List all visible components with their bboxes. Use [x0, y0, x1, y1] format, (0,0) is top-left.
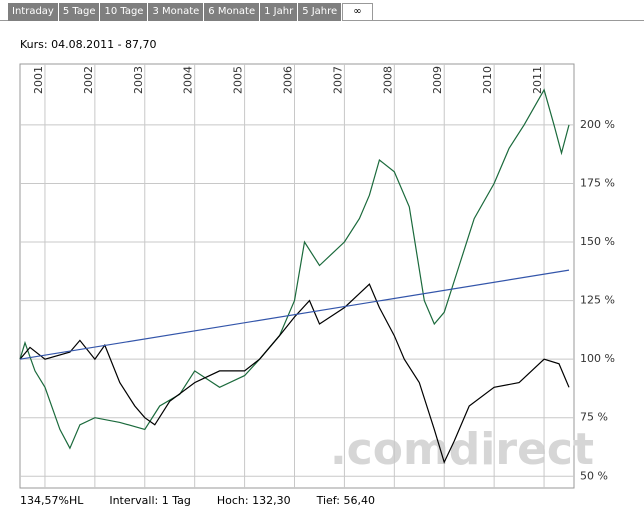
footer-item: Hoch: 132,30	[216, 494, 291, 507]
tab[interactable]: 10 Tage	[100, 3, 149, 21]
footer-item: Intervall: 1 Tag	[109, 494, 191, 507]
series-line	[19, 269, 570, 360]
tab[interactable]: 1 Jahr	[260, 3, 299, 21]
tab[interactable]: 5 Tage	[58, 3, 101, 21]
series-line	[19, 283, 570, 464]
x-tick-label: 2007	[331, 66, 344, 94]
tab[interactable]: ∞	[342, 3, 373, 20]
y-tick-label: 125 %	[580, 294, 615, 307]
y-tick-label: 75 %	[580, 411, 608, 424]
x-tick-label: 2010	[481, 66, 494, 94]
x-tick-label: 2002	[82, 66, 95, 94]
series-line	[19, 88, 570, 450]
y-tick-label: 150 %	[580, 235, 615, 248]
watermark: .comdirect	[330, 424, 594, 475]
plot-frame	[19, 63, 575, 489]
x-tick-label: 2011	[531, 66, 544, 94]
x-tick-label: 2004	[182, 66, 195, 94]
tab-bar: Intraday 5 Tage 10 Tage 3 Monate 6 Monate 1 J…	[8, 3, 373, 21]
x-tick-label: 2003	[132, 66, 145, 94]
y-tick-label: 100 %	[580, 352, 615, 365]
tab[interactable]: Intraday	[8, 3, 59, 21]
footer-item: Tief: 56,40	[316, 494, 375, 507]
y-tick-label: 175 %	[580, 176, 615, 189]
x-tick-label: 2009	[431, 66, 444, 94]
quote-header: Kurs: 04.08.2011 - 87,70	[20, 38, 157, 51]
x-tick-label: 2008	[381, 66, 394, 94]
footer-item: 134,57%HL	[20, 494, 84, 507]
y-tick-label: 50 %	[580, 469, 608, 482]
y-tick-label: 200 %	[580, 118, 615, 131]
x-tick-label: 2005	[232, 66, 245, 94]
x-tick-label: 2006	[282, 66, 295, 94]
footer: 134,57%HL Intervall: 1 Tag Hoch: 132,30 Tie…	[20, 494, 375, 507]
tab[interactable]: 3 Monate	[148, 3, 205, 21]
tab[interactable]: 5 Jahre	[298, 3, 343, 21]
tab[interactable]: 6 Monate	[204, 3, 261, 21]
x-tick-label: 2001	[32, 66, 45, 94]
